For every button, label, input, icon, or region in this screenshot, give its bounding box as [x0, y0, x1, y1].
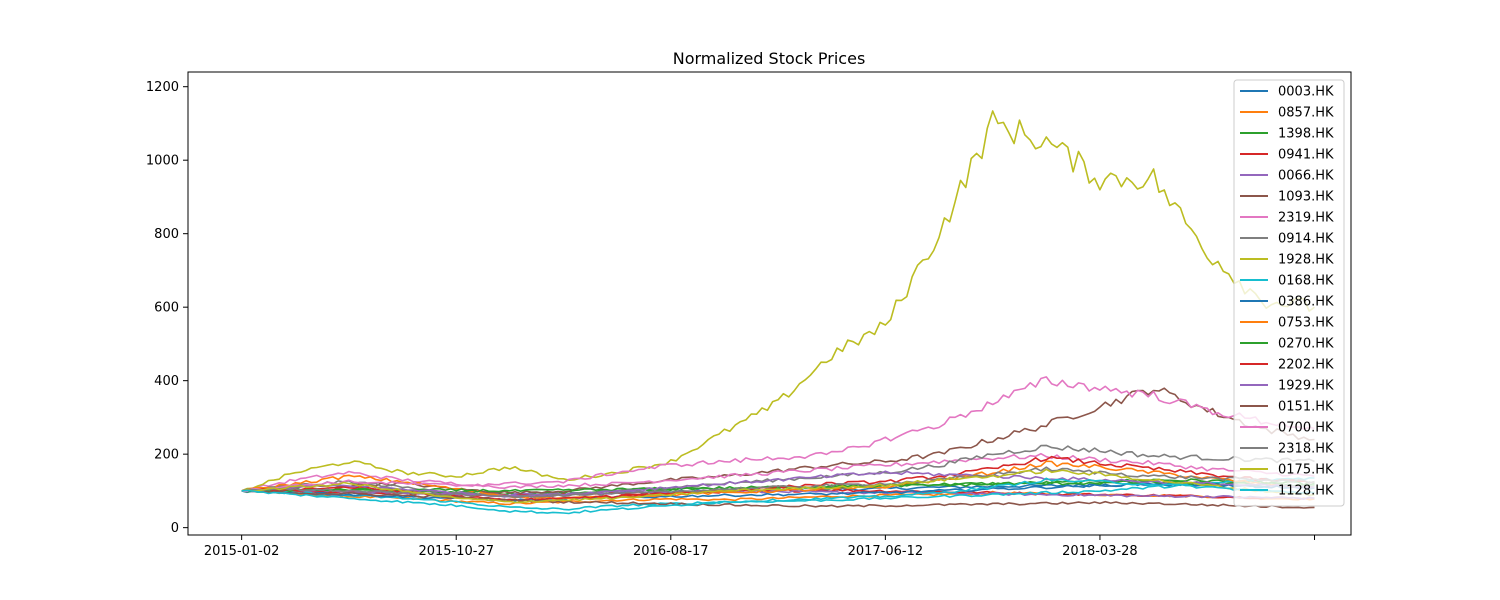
legend-label: 0857.HK	[1278, 106, 1334, 121]
x-tick-label: 2015-10-27	[418, 544, 494, 559]
legend-label: 1093.HK	[1278, 190, 1334, 205]
x-tick-label: 2018-03-28	[1062, 544, 1138, 559]
legend-label: 0066.HK	[1278, 169, 1334, 184]
legend-label: 2202.HK	[1278, 358, 1334, 373]
y-tick-label: 1000	[146, 154, 179, 169]
legend-label: 0270.HK	[1278, 337, 1334, 352]
y-tick-label: 0	[171, 521, 179, 536]
legend-label: 0700.HK	[1278, 421, 1334, 436]
legend-label: 1928.HK	[1278, 253, 1334, 268]
legend-label: 0914.HK	[1278, 232, 1334, 247]
legend: 0003.HK 0857.HK 1398.HK 0941.HK 0066.HK 1093.…	[1234, 80, 1344, 506]
legend-label: 1929.HK	[1278, 379, 1334, 394]
x-tick-label: 2016-08-17	[633, 544, 709, 559]
legend-label: 1398.HK	[1278, 127, 1334, 142]
legend-label: 0386.HK	[1278, 295, 1334, 310]
legend-label: 0168.HK	[1278, 274, 1334, 289]
x-tick-label: 2015-01-02	[204, 544, 280, 559]
legend-label: 0003.HK	[1278, 85, 1334, 100]
legend-label: 0151.HK	[1278, 400, 1334, 415]
y-tick-label: 600	[154, 301, 179, 316]
y-tick-label: 400	[154, 374, 179, 389]
legend-label: 2318.HK	[1278, 442, 1334, 457]
legend-label: 2319.HK	[1278, 211, 1334, 226]
legend-label: 0941.HK	[1278, 148, 1334, 163]
y-tick-label: 200	[154, 448, 179, 463]
x-tick-label: 2017-06-12	[848, 544, 924, 559]
legend-label: 0753.HK	[1278, 316, 1334, 331]
legend-label: 1128.HK	[1278, 484, 1334, 499]
legend-label: 0175.HK	[1278, 463, 1334, 478]
y-tick-label: 1200	[146, 80, 179, 95]
y-tick-label: 800	[154, 227, 179, 242]
chart-title: Normalized Stock Prices	[673, 49, 866, 68]
